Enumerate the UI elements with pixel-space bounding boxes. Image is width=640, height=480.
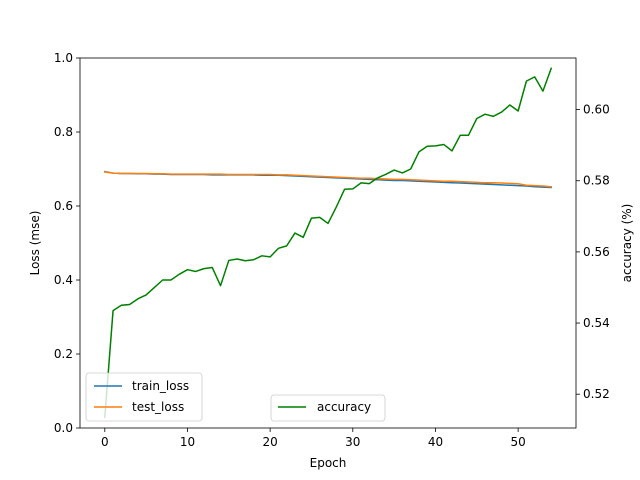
legend-label-train-loss: train_loss <box>132 379 189 393</box>
x-axis-label: Epoch <box>310 456 347 470</box>
series-layer <box>103 67 553 419</box>
plot-background <box>80 58 576 428</box>
y-right-tick-label: 0.54 <box>583 316 610 330</box>
y-left-tick-label: 0.2 <box>54 347 73 361</box>
legend-label-test-loss: test_loss <box>132 400 184 414</box>
y-right-tick-label: 0.56 <box>583 245 610 259</box>
legend-label-accuracy: accuracy <box>317 400 371 414</box>
x-tick-label: 30 <box>345 435 360 449</box>
y-axis-right: 0.52 0.54 0.56 0.58 0.60 <box>576 103 610 401</box>
legend-loss-frame <box>85 372 203 422</box>
y-left-tick-label: 0.6 <box>54 199 73 213</box>
legend-accuracy-frame <box>270 394 386 422</box>
y-left-tick-label: 0.8 <box>54 125 73 139</box>
x-tick-label: 40 <box>428 435 443 449</box>
x-tick-label: 50 <box>510 435 525 449</box>
y-right-tick-label: 0.58 <box>583 174 610 188</box>
legend-loss: train_loss test_loss <box>85 372 203 422</box>
x-axis: 0 10 20 30 40 50 <box>101 428 526 449</box>
x-tick-label: 10 <box>180 435 195 449</box>
y-axis-left: 0.0 0.2 0.4 0.6 0.8 1.0 <box>54 51 80 435</box>
y-left-tick-label: 1.0 <box>54 51 73 65</box>
series-line-accuracy <box>103 67 553 419</box>
y-right-tick-label: 0.60 <box>583 103 610 117</box>
plot-frame <box>79 57 577 429</box>
x-tick-label: 20 <box>262 435 277 449</box>
y-left-tick-label: 0.4 <box>54 273 73 287</box>
y-axis-right-label: accuracy (%) <box>620 204 634 283</box>
y-axis-left-label: Loss (mse) <box>28 211 42 276</box>
series-line-test-loss <box>103 171 553 188</box>
y-left-tick-label: 0.0 <box>54 421 73 435</box>
y-right-tick-label: 0.52 <box>583 387 610 401</box>
legend-accuracy: accuracy <box>270 394 386 422</box>
x-tick-label: 0 <box>101 435 109 449</box>
